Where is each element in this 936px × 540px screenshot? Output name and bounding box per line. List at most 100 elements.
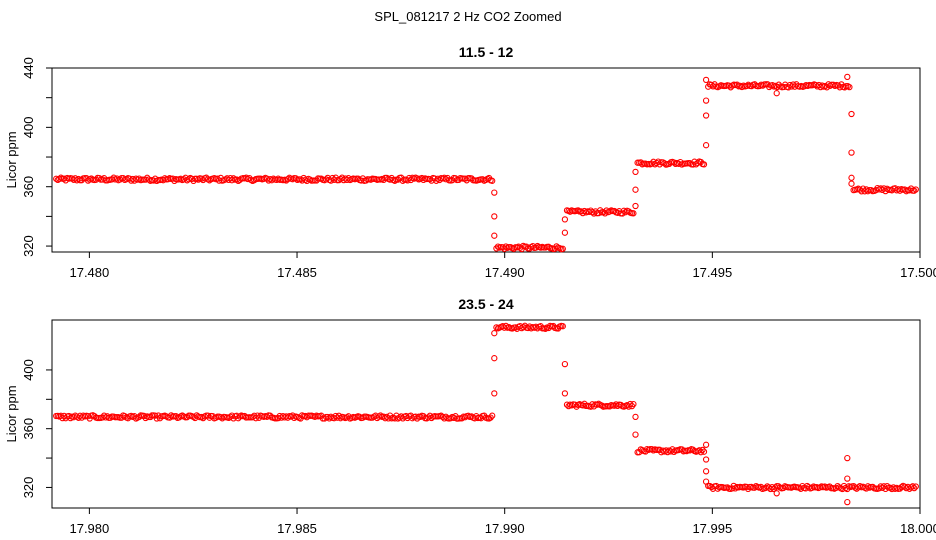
transition-point	[702, 441, 710, 448]
data-point	[67, 414, 74, 422]
data-point	[542, 325, 549, 332]
transition-point	[702, 456, 710, 463]
x-tick-label: 17.990	[485, 521, 525, 536]
x-tick-label: 17.985	[277, 521, 317, 536]
transition-point	[561, 390, 569, 397]
x-tick-label: 17.490	[485, 265, 525, 280]
transition-point	[773, 490, 780, 497]
y-tick-label: 320	[21, 477, 36, 499]
data-point	[574, 207, 582, 214]
data-point	[391, 177, 398, 184]
data-series-segment	[563, 400, 637, 410]
data-point	[414, 415, 421, 422]
data-series-segment	[493, 242, 566, 253]
transition-point	[844, 454, 851, 462]
transition-point	[632, 168, 639, 176]
data-point	[877, 185, 884, 192]
data-point	[700, 161, 708, 168]
figure-suptitle: SPL_081217 2 Hz CO2 Zoomed	[374, 9, 562, 24]
data-series-segment	[53, 412, 496, 422]
y-axis-label: Licor ppm	[4, 385, 19, 442]
panel-title: 23.5 - 24	[458, 296, 513, 312]
transition-point	[491, 330, 498, 337]
transition-point	[491, 213, 498, 220]
transition-point	[702, 468, 710, 475]
y-tick-label: 360	[21, 418, 36, 440]
transition-point	[702, 142, 710, 149]
data-point	[489, 177, 496, 184]
plot-frame	[51, 319, 921, 509]
x-tick-label: 17.495	[692, 265, 732, 280]
data-point	[559, 245, 566, 252]
data-point	[846, 83, 853, 91]
y-tick-label: 360	[21, 176, 36, 198]
y-tick-label: 400	[21, 117, 36, 139]
data-point	[699, 446, 706, 454]
data-point	[912, 483, 919, 490]
transition-point	[848, 110, 855, 118]
transition-point	[773, 90, 780, 97]
transition-point	[491, 189, 498, 196]
plot-frame	[51, 67, 921, 253]
transition-point	[491, 355, 498, 362]
data-point	[230, 175, 237, 182]
panel-title: 11.5 - 12	[459, 44, 514, 60]
data-point	[441, 174, 448, 181]
x-tick-label: 17.500	[900, 265, 936, 280]
data-point	[912, 186, 919, 193]
transition-point	[848, 180, 855, 187]
data-point	[553, 243, 560, 250]
transition-point	[848, 149, 855, 156]
x-tick-label: 18.000	[900, 521, 936, 536]
transition-point	[491, 390, 498, 397]
transition-point	[702, 97, 710, 104]
transition-point	[702, 478, 710, 485]
transition-point	[702, 112, 710, 119]
transition-point	[632, 413, 639, 421]
y-axis-label: Licor ppm	[4, 131, 19, 188]
data-point	[883, 482, 891, 490]
data-point	[911, 484, 918, 492]
transition-point	[844, 475, 851, 482]
data-point	[382, 415, 389, 422]
data-series-segment	[634, 445, 708, 456]
transition-point	[491, 232, 498, 239]
data-point	[733, 81, 741, 88]
data-point	[877, 483, 884, 490]
data-point	[911, 187, 918, 194]
data-point	[630, 400, 637, 408]
x-tick-label: 17.980	[69, 521, 109, 536]
y-tick-label: 400	[21, 359, 36, 381]
transition-point	[632, 431, 639, 438]
transition-point	[561, 216, 569, 223]
transition-point	[632, 186, 639, 193]
data-point	[377, 412, 384, 419]
chart-panel-1: 11.5 - 12 Licor ppm 17.480 17.485 17.490 17.4…	[4, 44, 936, 280]
transition-point	[848, 174, 855, 181]
transition-point	[561, 360, 569, 368]
y-tick-label: 440	[21, 57, 36, 79]
data-point	[823, 84, 831, 91]
data-series-segment	[705, 482, 919, 493]
data-series-segment	[53, 174, 496, 185]
data-series-segment	[634, 158, 708, 168]
data-point	[559, 323, 566, 330]
transition-point	[844, 498, 851, 506]
data-point	[909, 483, 916, 490]
data-series-segment	[563, 207, 637, 217]
data-point	[664, 448, 671, 456]
x-tick-label: 17.480	[69, 265, 109, 280]
x-tick-label: 17.995	[692, 521, 732, 536]
data-point	[110, 174, 117, 181]
data-series-segment	[705, 81, 853, 91]
data-point	[700, 448, 708, 455]
y-tick-label: 320	[21, 235, 36, 257]
chart-panel-2: 23.5 - 24 Licor ppm 17.980 17.985 17.990 17.9…	[4, 296, 936, 536]
data-series-segment	[850, 184, 919, 195]
data-series-segment	[493, 322, 566, 332]
transition-point	[702, 76, 710, 84]
data-point	[630, 210, 637, 217]
transition-point	[844, 73, 851, 81]
x-tick-label: 17.485	[277, 265, 317, 280]
